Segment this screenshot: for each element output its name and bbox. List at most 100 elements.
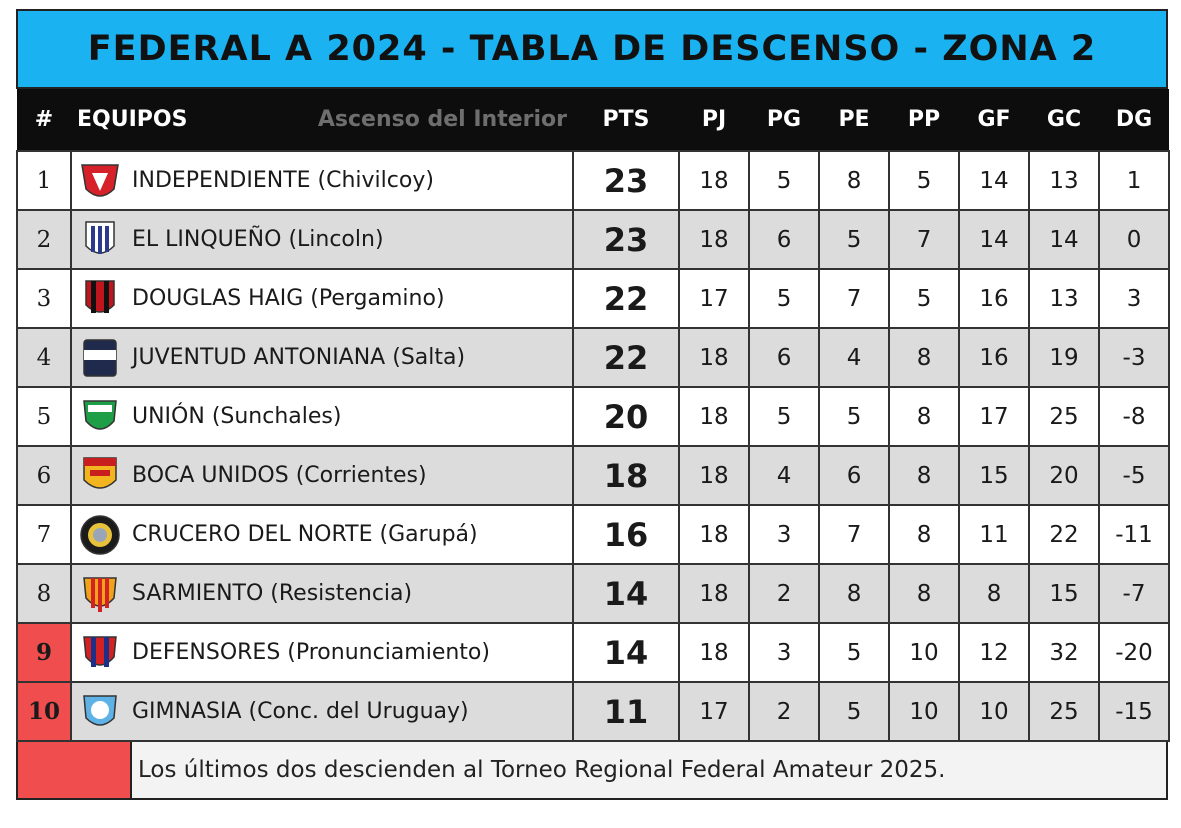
row-pts: 23 [572, 209, 681, 270]
row-pj: 17 [678, 268, 751, 329]
header-pj: PJ [701, 107, 727, 132]
row-crest-cell [70, 622, 128, 683]
table-header-row: # EQUIPOS Ascenso del Interior PTS PJ PG… [17, 89, 1170, 151]
row-pj: 18 [678, 445, 751, 506]
sarmiento-crest-icon [78, 572, 122, 616]
table-row: 6 BOCA UNIDOS (Corrientes) 18 18 4 6 8 15 20 -5 [16, 445, 1171, 506]
row-crest-cell [70, 563, 128, 624]
row-pts: 20 [572, 386, 681, 447]
table-row: 4 JUVENTUD ANTONIANA (Salta) 22 18 6 4 8 16 19 -3 [16, 327, 1171, 388]
row-gc: 25 [1028, 681, 1101, 742]
row-crest-cell [70, 386, 128, 447]
row-gf: 14 [958, 209, 1031, 270]
row-gc: 32 [1028, 622, 1101, 683]
row-pp: 8 [888, 386, 961, 447]
row-gf: 12 [958, 622, 1031, 683]
row-pg: 6 [748, 327, 821, 388]
page-title: FEDERAL A 2024 - TABLA DE DESCENSO - ZON… [16, 9, 1168, 89]
row-pj: 18 [678, 386, 751, 447]
row-pts: 11 [572, 681, 681, 742]
row-pp: 7 [888, 209, 961, 270]
row-pj: 18 [678, 504, 751, 565]
header-pts: PTS [602, 107, 650, 132]
row-position: 2 [16, 209, 72, 270]
row-position: 3 [16, 268, 72, 329]
row-pg: 2 [748, 563, 821, 624]
row-gf: 10 [958, 681, 1031, 742]
row-pp: 10 [888, 681, 961, 742]
row-pe: 8 [818, 150, 891, 211]
row-pts: 18 [572, 445, 681, 506]
header-pg: PG [766, 107, 802, 132]
row-dg: -15 [1098, 681, 1171, 742]
row-gc: 25 [1028, 386, 1101, 447]
row-pj: 17 [678, 681, 751, 742]
row-crest-cell [70, 445, 128, 506]
row-pe: 5 [818, 622, 891, 683]
row-team-name: SARMIENTO (Resistencia) [128, 563, 575, 624]
standings-board: FEDERAL A 2024 - TABLA DE DESCENSO - ZON… [16, 9, 1171, 800]
row-position: 4 [16, 327, 72, 388]
row-pp: 8 [888, 327, 961, 388]
source-watermark: Ascenso del Interior [317, 107, 568, 132]
row-position: 5 [16, 386, 72, 447]
row-position: 10 [16, 681, 72, 742]
row-gc: 19 [1028, 327, 1101, 388]
juventud-antoniana-crest-icon [78, 336, 122, 380]
row-crest-cell [70, 681, 128, 742]
row-gf: 17 [958, 386, 1031, 447]
table-row: 2 EL LINQUEÑO (Lincoln) 23 18 6 5 7 14 14 0 [16, 209, 1171, 270]
row-team-name: INDEPENDIENTE (Chivilcoy) [128, 150, 575, 211]
row-pe: 5 [818, 681, 891, 742]
table-row: 1 INDEPENDIENTE (Chivilcoy) 23 18 5 8 5 14 13 1 [16, 150, 1171, 211]
row-pg: 4 [748, 445, 821, 506]
union-sunchales-crest-icon [78, 395, 122, 439]
row-crest-cell [70, 209, 128, 270]
legend-text: Los últimos dos descienden al Torneo Reg… [132, 742, 1166, 798]
row-gf: 16 [958, 268, 1031, 329]
independiente-crest-icon [78, 159, 122, 203]
row-pj: 18 [678, 563, 751, 624]
row-crest-cell [70, 268, 128, 329]
row-gf: 14 [958, 150, 1031, 211]
crucero-del-norte-crest-icon [78, 513, 122, 557]
row-gf: 16 [958, 327, 1031, 388]
row-team-name: EL LINQUEÑO (Lincoln) [128, 209, 575, 270]
row-pp: 8 [888, 563, 961, 624]
row-pe: 5 [818, 209, 891, 270]
table-row: 7 CRUCERO DEL NORTE (Garupá) 16 18 3 7 8 11 22 -1… [16, 504, 1171, 565]
row-pe: 5 [818, 386, 891, 447]
row-pts: 22 [572, 327, 681, 388]
row-dg: 3 [1098, 268, 1171, 329]
header-pos: # [34, 107, 54, 132]
table-row: 3 DOUGLAS HAIG (Pergamino) 22 17 5 7 5 16 13 3 [16, 268, 1171, 329]
row-pe: 7 [818, 268, 891, 329]
row-pj: 18 [678, 209, 751, 270]
header-pp: PP [907, 107, 941, 132]
boca-unidos-crest-icon [78, 454, 122, 498]
row-crest-cell [70, 327, 128, 388]
row-position: 6 [16, 445, 72, 506]
row-team-name: DEFENSORES (Pronunciamiento) [128, 622, 575, 683]
row-gf: 15 [958, 445, 1031, 506]
row-pg: 5 [748, 150, 821, 211]
header-team: EQUIPOS Ascenso del Interior [71, 89, 573, 151]
row-pts: 22 [572, 268, 681, 329]
linqueno-crest-icon [78, 218, 122, 262]
row-gc: 13 [1028, 268, 1101, 329]
header-gc: GC [1046, 107, 1082, 132]
header-team-label: EQUIPOS [77, 107, 188, 132]
table-row: 10 GIMNASIA (Conc. del Uruguay) 11 17 2 5 10 10… [16, 681, 1171, 742]
row-pp: 8 [888, 445, 961, 506]
row-dg: 1 [1098, 150, 1171, 211]
row-team-name: CRUCERO DEL NORTE (Garupá) [128, 504, 575, 565]
row-pp: 5 [888, 150, 961, 211]
defensores-crest-icon [78, 631, 122, 675]
row-pj: 18 [678, 622, 751, 683]
table-row: 8 SARMIENTO (Resistencia) 14 18 2 8 8 8 15 -7 [16, 563, 1171, 624]
row-pg: 2 [748, 681, 821, 742]
gimnasia-crest-icon [78, 690, 122, 734]
row-team-name: DOUGLAS HAIG (Pergamino) [128, 268, 575, 329]
row-position: 7 [16, 504, 72, 565]
row-gc: 20 [1028, 445, 1101, 506]
